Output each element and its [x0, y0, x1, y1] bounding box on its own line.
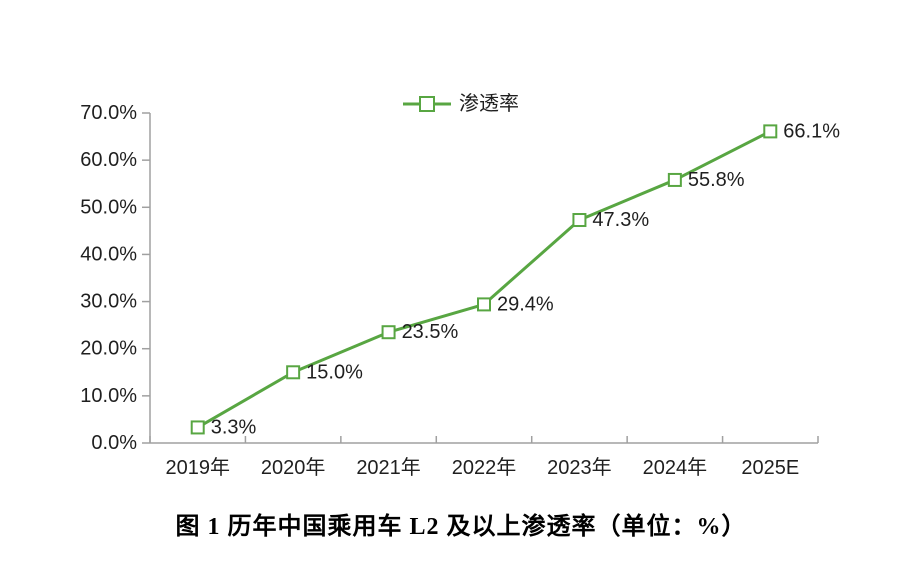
data-point-marker: [763, 124, 778, 139]
x-axis-label: 2022年: [452, 456, 517, 479]
y-axis-label: 10.0%: [80, 385, 137, 407]
data-point-marker: [572, 213, 587, 228]
data-point-label: 47.3%: [592, 209, 649, 231]
data-point-label: 29.4%: [497, 293, 554, 315]
y-axis-label: 0.0%: [91, 432, 137, 454]
y-axis-label: 20.0%: [80, 338, 137, 360]
penetration-line-chart: 0.0% 10.0% 20.0% 30.0% 40.0% 50.0% 60.0% 70.0% 2…: [80, 92, 840, 479]
x-axis-label: 2023年: [547, 456, 612, 479]
data-point-marker: [286, 365, 301, 380]
y-axis-label: 60.0%: [80, 149, 137, 171]
data-point-label: 15.0%: [306, 361, 363, 383]
x-axis-label: 2025E: [741, 457, 799, 479]
figure-caption: 图 1 历年中国乘用车 L2 及以上渗透率（单位：%）: [175, 514, 747, 540]
data-point-marker: [190, 420, 205, 435]
x-axis-label: 2024年: [643, 456, 708, 479]
x-axis-label: 2020年: [261, 456, 326, 479]
data-point-label: 3.3%: [211, 416, 257, 438]
x-axis-label: 2019年: [165, 456, 230, 479]
x-axis-label: 2021年: [356, 456, 421, 479]
legend-label: 渗透率: [459, 92, 519, 115]
y-axis-label: 30.0%: [80, 291, 137, 313]
data-point-marker: [477, 297, 491, 312]
legend-marker-icon: [419, 96, 435, 112]
data-point-label: 23.5%: [402, 321, 459, 343]
data-point-label: 55.8%: [688, 169, 745, 191]
data-point-marker: [667, 172, 682, 187]
y-axis-label: 40.0%: [80, 243, 137, 265]
data-point-label: 66.1%: [783, 120, 840, 142]
y-axis-label: 50.0%: [80, 196, 137, 218]
data-point-marker: [381, 325, 396, 340]
series-line: [196, 129, 772, 429]
line-chart-svg: 0.0% 10.0% 20.0% 30.0% 40.0% 50.0% 60.0% 70.0% 2…: [80, 92, 840, 479]
y-axis-label: 70.0%: [80, 102, 137, 124]
